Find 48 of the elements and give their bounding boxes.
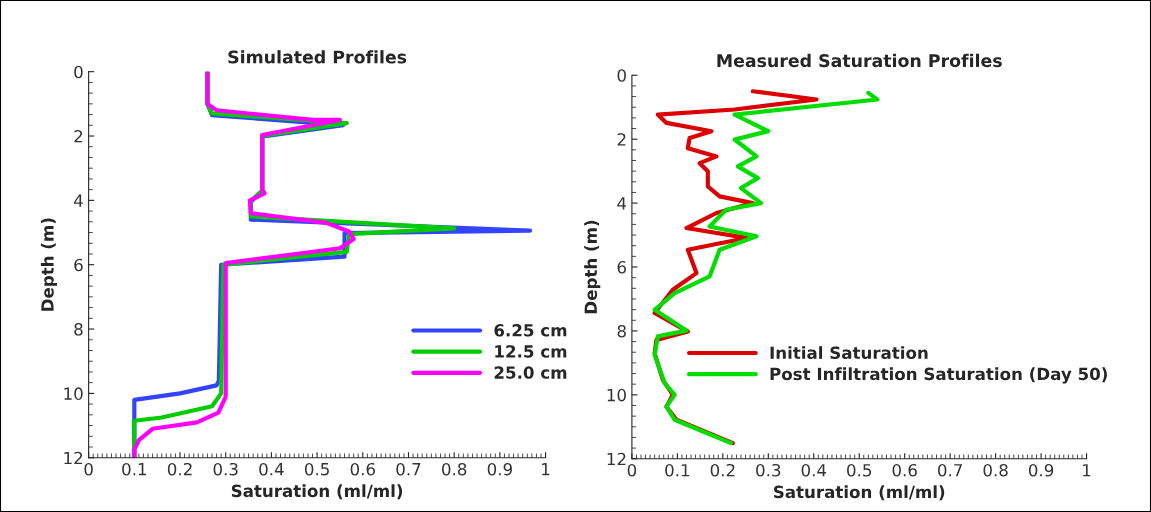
y-tick-label: 0 <box>617 69 626 82</box>
y-tick-label: 2 <box>74 129 83 143</box>
x-tick-label: 0.6 <box>892 463 917 477</box>
x-tick-label: 1 <box>1083 464 1091 477</box>
x-tick-label: 0.7 <box>396 462 421 476</box>
x-axis-title: Saturation (ml/ml) <box>774 485 945 501</box>
x-tick-label: 0.4 <box>259 462 284 476</box>
x-tick-label: 0.7 <box>938 463 962 477</box>
line-series <box>132 71 356 458</box>
x-axis-title: Saturation (ml/ml) <box>231 484 403 500</box>
y-tick-label: 10 <box>607 388 626 402</box>
y-tick-label: 2 <box>617 133 626 146</box>
y-axis-title: Depth (m) <box>584 220 601 314</box>
x-tick-label: 0.6 <box>350 462 375 476</box>
x-tick-label: 0 <box>627 463 637 477</box>
x-tick-label: 0.3 <box>756 463 781 477</box>
x-tick-label: 0.5 <box>304 462 329 476</box>
x-tick-label: 0.9 <box>1028 463 1054 477</box>
x-tick-label: 0.9 <box>487 462 512 476</box>
y-tick-label: 4 <box>617 197 627 210</box>
y-tick-label: 12 <box>607 452 626 466</box>
x-tick-label: 0.2 <box>710 463 735 477</box>
x-tick-label: 1 <box>542 463 550 476</box>
x-tick-label: 0.8 <box>983 463 1008 477</box>
y-axis-title: Depth (m) <box>40 218 57 311</box>
x-tick-label: 0.8 <box>442 462 467 476</box>
legend-label: 12.5 cm <box>495 345 567 358</box>
legend-label: Initial Saturation <box>770 346 928 360</box>
x-tick-label: 0.3 <box>213 462 238 476</box>
chart-title: Measured Saturation Profiles <box>717 53 1002 68</box>
y-tick-label: 6 <box>74 258 83 272</box>
x-tick-label: 0.5 <box>847 463 872 477</box>
y-tick-label: 10 <box>64 387 83 400</box>
y-tick-label: 6 <box>617 260 626 274</box>
y-tick-label: 0 <box>74 65 83 79</box>
x-tick-label: 0.4 <box>801 463 827 477</box>
y-tick-label: 8 <box>74 323 83 336</box>
legend-label: Post Infiltration Saturation (Day 50) <box>770 367 1107 384</box>
y-tick-label: 4 <box>73 194 83 207</box>
x-tick-label: 0.2 <box>167 462 192 476</box>
y-tick-label: 8 <box>617 324 626 338</box>
legend-label: 25.0 cm <box>494 366 567 379</box>
x-tick-label: 0.1 <box>665 463 690 477</box>
y-tick-label: 12 <box>64 451 83 465</box>
x-tick-label: 0 <box>84 462 93 476</box>
chart-title: Simulated Profiles <box>228 50 407 64</box>
x-tick-label: 0.1 <box>122 462 147 476</box>
legend-label: 6.25 cm <box>494 324 567 337</box>
